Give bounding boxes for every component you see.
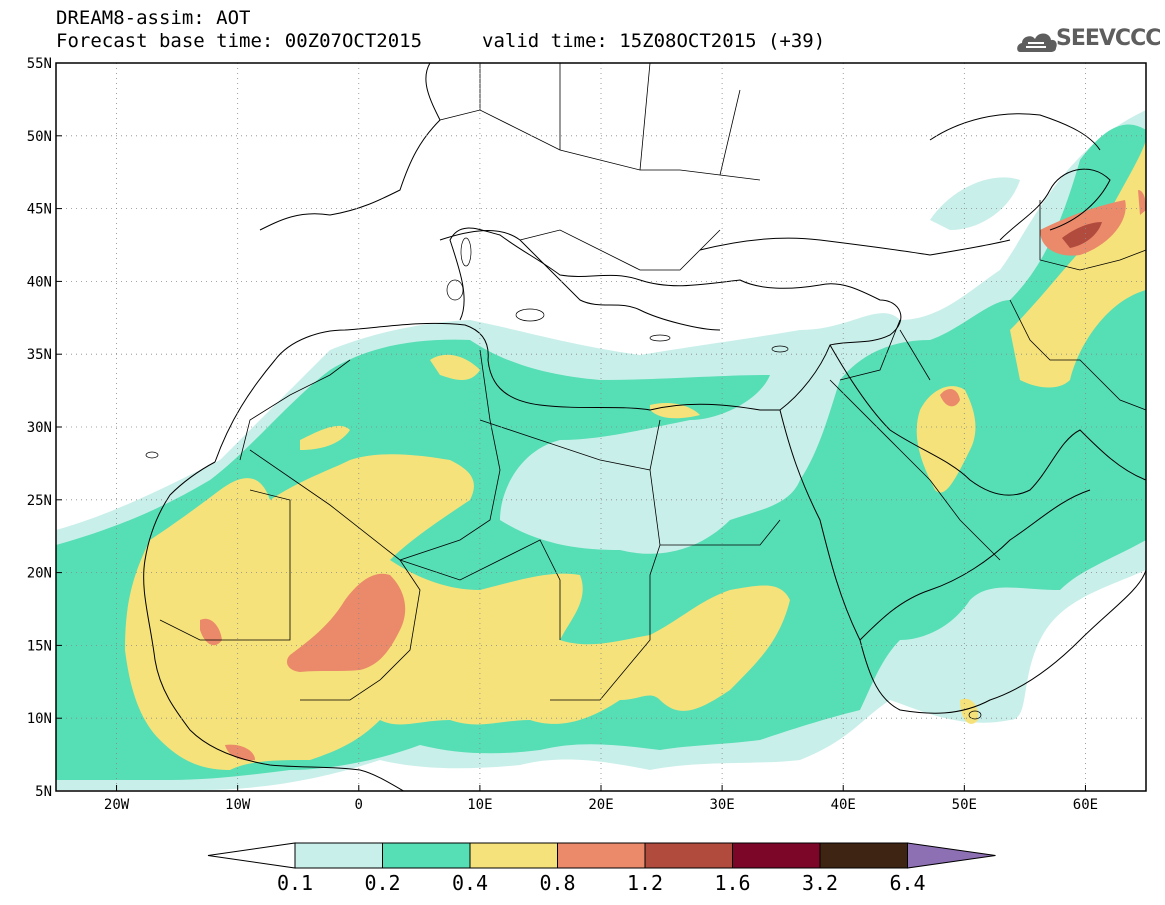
colorbar-swatch [382, 842, 471, 869]
aot-band-0.8 [287, 573, 406, 672]
colorbar-level-label: 3.2 [802, 871, 838, 895]
colorbar-level-label: 0.1 [277, 871, 313, 895]
lon-label: 10E [467, 797, 492, 813]
lat-label: 45N [27, 202, 52, 218]
lon-label: 50E [952, 797, 977, 813]
colorbar-level-label: 6.4 [889, 871, 925, 895]
colorbar-level-label: 0.2 [364, 871, 400, 895]
colorbar-level-label: 1.6 [714, 871, 750, 895]
colorbar-swatch [819, 842, 908, 869]
lon-label: 0 [355, 797, 363, 813]
lon-label: 30E [709, 797, 734, 813]
lat-label: 10N [27, 711, 52, 727]
longitude-labels: 20W 10W 0 10E 20E 30E 40E 50E 60E [104, 785, 1098, 813]
colorbar-swatch [294, 842, 383, 869]
map-title: DREAM8-assim: AOT [56, 7, 251, 29]
lat-label: 20N [27, 566, 52, 582]
aot-band-1.2 [1062, 222, 1102, 248]
colorbar-swatch [644, 842, 733, 869]
colorbar-min-triangle [207, 842, 296, 869]
forecast-base-time: Forecast base time: 00Z07OCT2015 [56, 30, 423, 52]
colorbar-swatch [469, 842, 558, 869]
colorbar-level-label: 0.8 [539, 871, 575, 895]
colorbar-swatch [557, 842, 646, 869]
lat-label: 50N [27, 129, 52, 145]
lon-label: 60E [1073, 797, 1098, 813]
lat-label: 25N [27, 493, 52, 509]
lat-label: 15N [27, 638, 52, 654]
country-borders [159, 63, 1146, 701]
colorbar-max-triangle [907, 842, 996, 869]
lon-label: 20E [588, 797, 613, 813]
lon-label: 40E [831, 797, 856, 813]
valid-time: valid time: 15Z08OCT2015 (+39) [482, 30, 826, 52]
gridlines [56, 63, 1146, 791]
colorbar-level-label: 0.4 [452, 871, 488, 895]
lat-label: 35N [27, 347, 52, 363]
lon-label: 10W [225, 797, 251, 813]
aot-field [56, 110, 1146, 790]
lat-label: 30N [27, 420, 52, 436]
aot-band-0.4 [125, 454, 790, 770]
coastlines [143, 63, 1146, 791]
lat-label: 5N [35, 784, 52, 800]
colorbar-level-label: 1.2 [627, 871, 663, 895]
colorbar-swatch [732, 842, 821, 869]
cloud-logo-icon [1017, 33, 1057, 52]
latitude-labels: 55N 50N 45N 40N 35N 30N 25N 20N 15N 10N 5N [27, 56, 62, 800]
lat-label: 40N [27, 274, 52, 290]
logo-text: SEEVCCC [1056, 26, 1161, 51]
colorbar: 0.1 0.2 0.4 0.8 1.2 1.6 3.2 6.4 [207, 842, 996, 895]
lat-label: 55N [27, 56, 52, 72]
lon-label: 20W [104, 797, 130, 813]
islands [145, 237, 982, 720]
